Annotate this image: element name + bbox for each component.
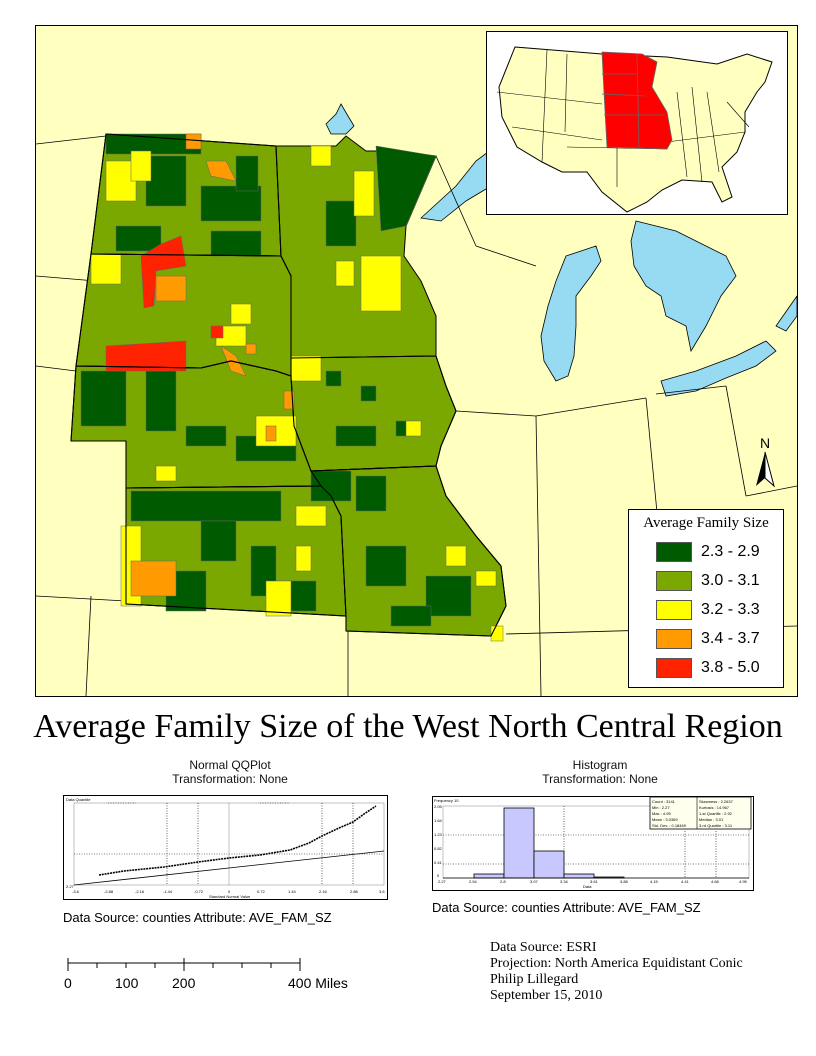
legend-item: 3.4 - 3.7 — [656, 627, 760, 651]
legend-title: Average Family Size — [643, 515, 769, 531]
svg-text:0.41: 0.41 — [434, 860, 443, 865]
svg-text:3-rd Quartile : 3.11: 3-rd Quartile : 3.11 — [699, 823, 733, 828]
svg-text:-0.72: -0.72 — [194, 889, 204, 894]
svg-text:0: 0 — [228, 889, 231, 894]
legend-label: 3.8 - 5.0 — [701, 659, 760, 676]
svg-text:4.68: 4.68 — [711, 879, 720, 884]
scale-label-0: 0 — [64, 975, 72, 991]
histogram-canvas: Frequency 10 2.05 1.64 1.23 0.82 0.41 0 … — [434, 797, 752, 889]
histogram-chart: Frequency 10 2.05 1.64 1.23 0.82 0.41 0 … — [432, 796, 754, 891]
svg-text:0.72: 0.72 — [257, 889, 266, 894]
lake-huron — [630, 220, 737, 353]
qqplot-title: Normal QQPlot Transformation: None — [60, 758, 400, 786]
scale-label-200: 200 — [172, 975, 196, 991]
north-arrow: N — [750, 436, 780, 496]
svg-text:2.05: 2.05 — [434, 804, 443, 809]
svg-text:2.54: 2.54 — [469, 879, 478, 884]
histogram-title: Histogram Transformation: None — [430, 758, 770, 786]
histogram-title-line2: Transformation: None — [542, 772, 658, 786]
legend-item: 3.0 - 3.1 — [656, 569, 760, 593]
qqplot-chart: Data Quantile 2.27 -3.6 -2.88 -2.16 -1.4… — [63, 795, 388, 900]
histogram-stats-box — [649, 797, 752, 830]
svg-text:4.15: 4.15 — [650, 879, 659, 884]
scale-bar-graphic — [67, 958, 301, 971]
svg-text:2.27: 2.27 — [438, 879, 447, 884]
svg-text:Max : 4.95: Max : 4.95 — [652, 811, 671, 816]
scale-bar — [60, 955, 360, 995]
svg-text:Kurtosis : 14.967: Kurtosis : 14.967 — [699, 805, 730, 810]
qqplot-source: Data Source: counties Attribute: AVE_FAM… — [63, 910, 332, 925]
locator-inset-map — [486, 31, 788, 215]
svg-text:3.88: 3.88 — [620, 879, 629, 884]
svg-text:1.64: 1.64 — [434, 818, 443, 823]
legend-swatch — [656, 600, 692, 620]
us-outline — [496, 46, 773, 213]
lake-of-the-woods — [325, 103, 355, 135]
credit-author: Philip Lillegard — [490, 972, 579, 987]
legend-item: 2.3 - 2.9 — [656, 540, 760, 564]
lake-ontario — [775, 295, 797, 332]
svg-text:Median : 3.01: Median : 3.01 — [699, 817, 724, 822]
svg-text:Data Quantile: Data Quantile — [66, 797, 91, 802]
region-state-borders — [70, 133, 507, 637]
map-title: Average Family Size of the West North Ce… — [33, 708, 783, 745]
legend-label: 3.0 - 3.1 — [701, 572, 760, 589]
svg-text:Frequency 10: Frequency 10 — [434, 798, 459, 803]
legend-label: 3.2 - 3.3 — [701, 601, 760, 618]
svg-text:1-st Quartile : 2.92: 1-st Quartile : 2.92 — [699, 811, 733, 816]
lake-erie — [660, 340, 777, 397]
qqplot-title-line2: Transformation: None — [172, 772, 288, 786]
svg-text:2.88: 2.88 — [350, 889, 359, 894]
svg-text:-3.6: -3.6 — [72, 889, 80, 894]
svg-text:-1.44: -1.44 — [163, 889, 173, 894]
legend-item: 3.8 - 5.0 — [656, 656, 760, 680]
svg-text:Count : 3141: Count : 3141 — [652, 799, 676, 804]
qqplot-title-line1: Normal QQPlot — [189, 758, 271, 772]
svg-text:-2.16: -2.16 — [135, 889, 145, 894]
svg-text:Min : 2.27: Min : 2.27 — [652, 805, 670, 810]
svg-text:Std. Dev. : 0.18469: Std. Dev. : 0.18469 — [652, 823, 687, 828]
svg-text:Mean : 3.0369: Mean : 3.0369 — [652, 817, 678, 822]
north-arrow-icon: N — [756, 436, 775, 488]
legend-item: 3.2 - 3.3 — [656, 598, 760, 622]
svg-text:4.41: 4.41 — [681, 879, 690, 884]
svg-text:2.27: 2.27 — [66, 884, 75, 889]
scale-label-100: 100 — [115, 975, 139, 991]
svg-text:Standard Normal Value: Standard Normal Value — [209, 894, 251, 899]
legend-swatch — [656, 629, 692, 649]
legend-swatch — [656, 658, 692, 678]
svg-text:3.07: 3.07 — [530, 879, 539, 884]
svg-text:1.23: 1.23 — [434, 832, 443, 837]
lake-michigan — [540, 245, 602, 382]
credit-data-source: Data Source: ESRI — [490, 940, 597, 955]
svg-text:Skewness : 2.2637: Skewness : 2.2637 — [699, 799, 734, 804]
svg-text:0.82: 0.82 — [434, 846, 443, 851]
qqplot-canvas: Data Quantile 2.27 -3.6 -2.88 -2.16 -1.4… — [66, 797, 385, 899]
legend-label: 2.3 - 2.9 — [701, 543, 760, 560]
legend-label: 3.4 - 3.7 — [701, 630, 760, 647]
legend-swatch — [656, 542, 692, 562]
credit-projection: Projection: North America Equidistant Co… — [490, 956, 743, 971]
svg-text:1.44: 1.44 — [288, 889, 297, 894]
map-canvas — [36, 103, 797, 696]
histogram-source: Data Source: counties Attribute: AVE_FAM… — [432, 900, 701, 915]
county-patches — [80, 133, 504, 642]
legend-swatch — [656, 571, 692, 591]
credit-date: September 15, 2010 — [490, 988, 603, 1003]
scale-label-400: 400 Miles — [288, 975, 348, 991]
svg-text:-2.88: -2.88 — [104, 889, 114, 894]
histogram-title-line1: Histogram — [572, 758, 628, 772]
svg-text:3.61: 3.61 — [590, 879, 599, 884]
svg-text:2.16: 2.16 — [319, 889, 328, 894]
svg-text:Data: Data — [583, 884, 592, 889]
map-credits: Data Source: ESRI Projection: North Amer… — [490, 940, 743, 1004]
svg-text:3.6: 3.6 — [379, 889, 385, 894]
svg-text:4.95: 4.95 — [739, 879, 748, 884]
legend: Average Family Size 2.3 - 2.9 3.0 - 3.1 … — [628, 509, 784, 688]
svg-text:N: N — [760, 436, 770, 451]
svg-text:0: 0 — [437, 873, 440, 878]
svg-text:3.34: 3.34 — [560, 879, 569, 884]
svg-text:2.8: 2.8 — [500, 879, 506, 884]
